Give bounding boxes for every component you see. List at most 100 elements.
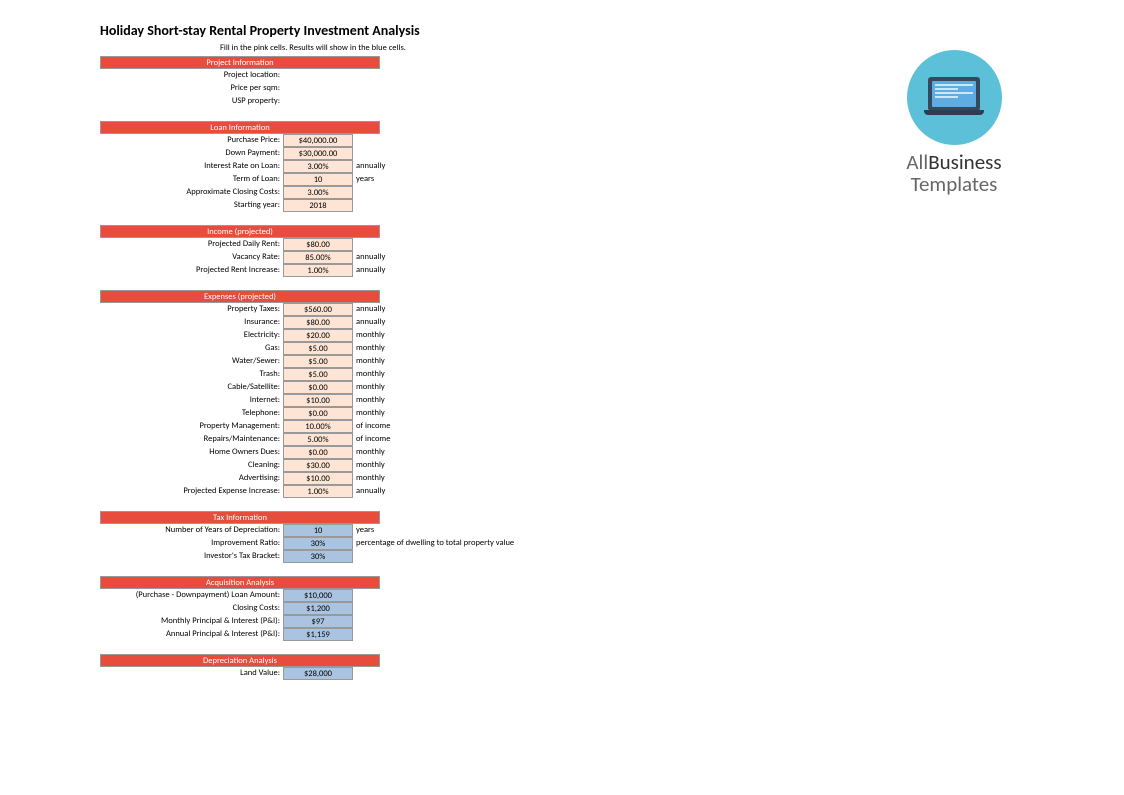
row-value[interactable]: $40,000.00 [283, 134, 353, 147]
row-value[interactable]: $0.00 [283, 446, 353, 459]
row-value[interactable]: 10 [283, 173, 353, 186]
row-value [283, 95, 353, 108]
data-row: Improvement Ratio:30%percentage of dwell… [100, 537, 1124, 550]
row-label: Approximate Closing Costs: [100, 186, 283, 199]
row-label: Water/Sewer: [100, 355, 283, 368]
row-value [283, 69, 353, 82]
data-row: Home Owners Dues:$0.00monthly [100, 446, 1124, 459]
section-header: Expenses (projected) [100, 290, 380, 303]
row-unit: monthly [353, 355, 385, 368]
row-label: Purchase Price: [100, 134, 283, 147]
row-value[interactable]: 2018 [283, 199, 353, 212]
row-unit: annually [353, 303, 385, 316]
row-label: Gas: [100, 342, 283, 355]
row-unit: monthly [353, 446, 385, 459]
laptop-icon [924, 77, 984, 119]
row-value[interactable]: $20.00 [283, 329, 353, 342]
row-label: Electricity: [100, 329, 283, 342]
row-value[interactable]: $560.00 [283, 303, 353, 316]
row-unit: annually [353, 251, 385, 264]
row-unit: monthly [353, 407, 385, 420]
row-unit: monthly [353, 381, 385, 394]
data-row: Internet:$10.00monthly [100, 394, 1124, 407]
row-label: Investor's Tax Bracket: [100, 550, 283, 563]
row-label: Advertising: [100, 472, 283, 485]
row-label: Cleaning: [100, 459, 283, 472]
row-label: Projected Expense Increase: [100, 485, 283, 498]
data-row: Closing Costs:$1,200 [100, 602, 1124, 615]
row-value[interactable]: 3.00% [283, 186, 353, 199]
row-unit: of income [353, 420, 390, 433]
row-value[interactable]: $10.00 [283, 394, 353, 407]
data-row: Repairs/Maintenance:5.00%of income [100, 433, 1124, 446]
section-gap [100, 212, 1124, 225]
row-value[interactable]: $80.00 [283, 316, 353, 329]
row-unit: monthly [353, 459, 385, 472]
data-row: Property Management:10.00%of income [100, 420, 1124, 433]
row-unit: annually [353, 485, 385, 498]
row-label: Vacancy Rate: [100, 251, 283, 264]
row-unit: of income [353, 433, 390, 446]
row-unit: monthly [353, 394, 385, 407]
row-value[interactable]: $30,000.00 [283, 147, 353, 160]
row-label: Home Owners Dues: [100, 446, 283, 459]
row-value[interactable]: $80.00 [283, 238, 353, 251]
row-label: Interest Rate on Loan: [100, 160, 283, 173]
section-header: Project Information [100, 56, 380, 69]
section-gap [100, 498, 1124, 511]
data-row: Annual Principal & Interest (P&I):$1,159 [100, 628, 1124, 641]
row-value[interactable]: 5.00% [283, 433, 353, 446]
section-header: Acquisition Analysis [100, 576, 380, 589]
row-value[interactable]: 1.00% [283, 485, 353, 498]
row-label: Down Payment: [100, 147, 283, 160]
row-value[interactable]: $30.00 [283, 459, 353, 472]
row-value[interactable]: 10.00% [283, 420, 353, 433]
row-value: $28,000 [283, 667, 353, 680]
data-row: Property Taxes:$560.00annually [100, 303, 1124, 316]
row-label: Starting year: [100, 199, 283, 212]
row-label: Land Value: [100, 667, 283, 680]
data-row: Land Value:$28,000 [100, 667, 1124, 680]
logo-area: AllBusiness Templates [864, 50, 1044, 195]
row-value[interactable]: 3.00% [283, 160, 353, 173]
row-value[interactable]: 1.00% [283, 264, 353, 277]
section-gap [100, 680, 1124, 693]
row-label: Trash: [100, 368, 283, 381]
row-label: Price per sqm: [100, 82, 283, 95]
row-label: Internet: [100, 394, 283, 407]
row-value: 10 [283, 524, 353, 537]
section-gap [100, 641, 1124, 654]
row-value[interactable]: $10.00 [283, 472, 353, 485]
section-header: Tax Information [100, 511, 380, 524]
row-value[interactable]: $0.00 [283, 407, 353, 420]
data-row: Telephone:$0.00monthly [100, 407, 1124, 420]
row-value[interactable]: $5.00 [283, 368, 353, 381]
row-unit: monthly [353, 329, 385, 342]
section-header: Loan Information [100, 121, 380, 134]
row-label: Projected Rent Increase: [100, 264, 283, 277]
data-row: Water/Sewer:$5.00monthly [100, 355, 1124, 368]
data-row: Number of Years of Depreciation:10years [100, 524, 1124, 537]
logo-text-2: Templates [911, 171, 998, 197]
row-label: Improvement Ratio: [100, 537, 283, 550]
row-label: Cable/Satellite: [100, 381, 283, 394]
row-label: Telephone: [100, 407, 283, 420]
row-label: Closing Costs: [100, 602, 283, 615]
logo-circle [907, 50, 1002, 145]
row-value: $1,159 [283, 628, 353, 641]
row-unit: monthly [353, 368, 385, 381]
data-row: Cable/Satellite:$0.00monthly [100, 381, 1124, 394]
row-value[interactable]: $5.00 [283, 355, 353, 368]
data-row: Projected Daily Rent:$80.00 [100, 238, 1124, 251]
row-value: $1,200 [283, 602, 353, 615]
section-gap [100, 563, 1124, 576]
data-row: Trash:$5.00monthly [100, 368, 1124, 381]
row-value[interactable]: $5.00 [283, 342, 353, 355]
row-label: Repairs/Maintenance: [100, 433, 283, 446]
row-value[interactable]: 85.00% [283, 251, 353, 264]
data-row: Insurance:$80.00annually [100, 316, 1124, 329]
row-label: USP property: [100, 95, 283, 108]
row-unit: annually [353, 264, 385, 277]
row-unit: annually [353, 160, 385, 173]
row-value[interactable]: $0.00 [283, 381, 353, 394]
